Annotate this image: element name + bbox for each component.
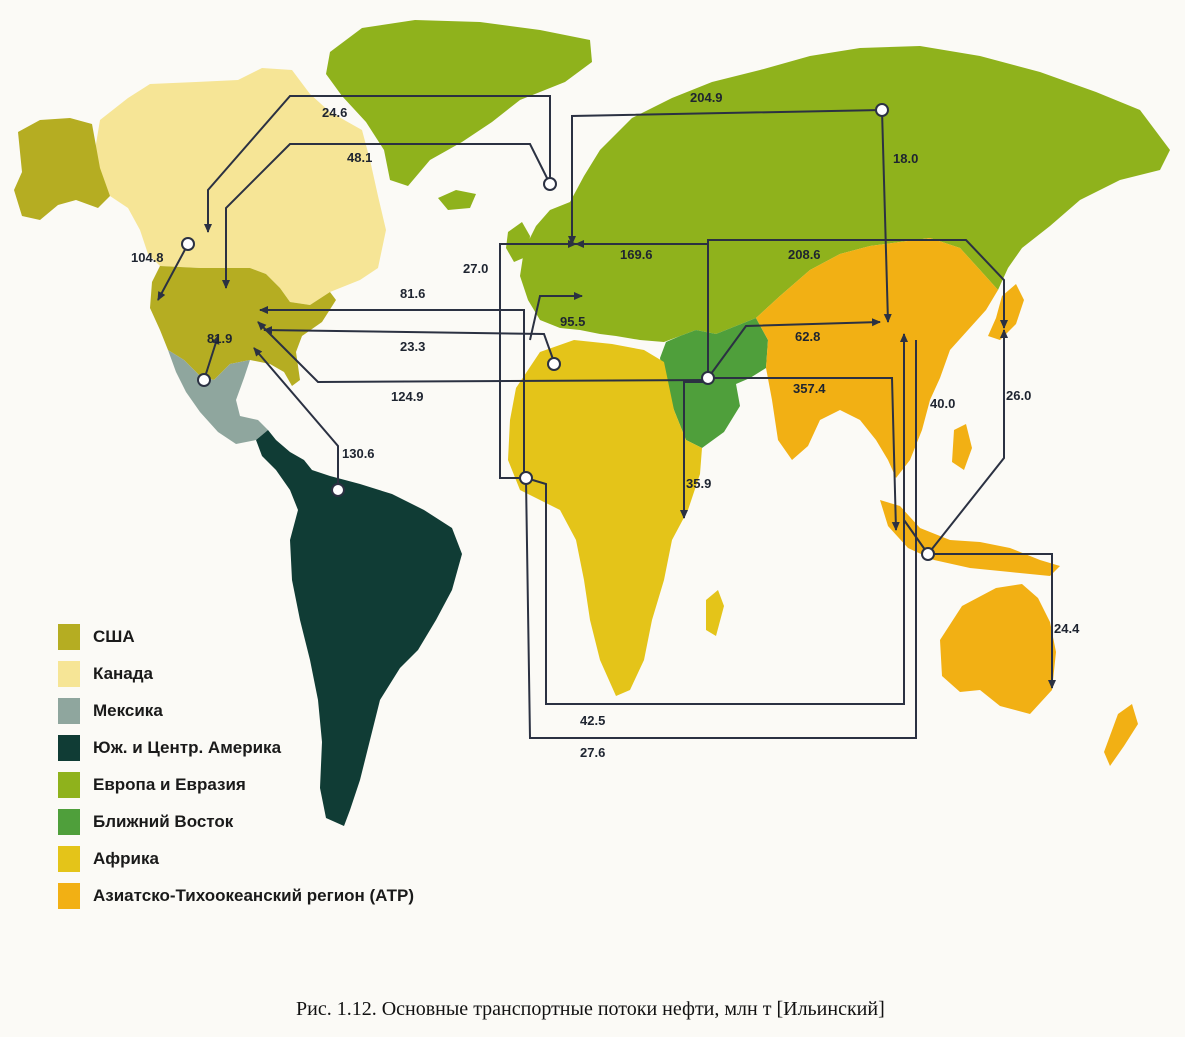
flow-route-95-5 xyxy=(529,292,583,341)
region-iceland xyxy=(438,190,476,210)
flow-label: 204.9 xyxy=(690,90,723,105)
flow-route-81-9 xyxy=(203,335,220,381)
region-alaska xyxy=(14,118,110,220)
flow-label: 27.6 xyxy=(580,745,605,760)
region-asia-pacific xyxy=(756,238,998,478)
source-node-middle-east xyxy=(701,371,715,385)
flow-label: 24.6 xyxy=(322,105,347,120)
flow-label: 62.8 xyxy=(795,329,820,344)
region-japan xyxy=(988,284,1024,340)
map-legend: США Канада Мексика Юж. и Центр. Америка Евро… xyxy=(58,618,518,914)
region-australia xyxy=(940,584,1056,714)
region-madagascar xyxy=(706,590,724,636)
legend-swatch xyxy=(58,882,80,909)
flow-label: 48.1 xyxy=(347,150,372,165)
source-node-russia xyxy=(875,103,889,117)
figure-caption: Рис. 1.12. Основные транспортные потоки … xyxy=(296,998,885,1020)
legend-swatch xyxy=(58,660,80,687)
source-node-southeast-asia xyxy=(921,547,935,561)
legend-item: Африка xyxy=(58,840,518,877)
flow-label: 95.5 xyxy=(560,314,585,329)
region-mexico xyxy=(168,350,268,444)
flow-route-18-0 xyxy=(881,109,892,323)
flow-label: 124.9 xyxy=(391,389,424,404)
legend-label: Азиатско-Тихоокеанский регион (АТР) xyxy=(93,885,414,905)
flow-route-62-8 xyxy=(707,318,881,379)
flow-route-27-0 xyxy=(499,240,577,479)
source-node-west-africa xyxy=(519,471,533,485)
legend-label: Ближний Восток xyxy=(93,811,234,831)
region-southeast-asia-islands xyxy=(880,500,1060,576)
flow-label: 357.4 xyxy=(793,381,826,396)
legend-label: Африка xyxy=(93,848,159,868)
flow-label: 208.6 xyxy=(788,247,821,262)
flow-route-48-1 xyxy=(222,143,551,289)
legend-label: США xyxy=(93,626,135,646)
flow-label: 169.6 xyxy=(620,247,653,262)
legend-swatch xyxy=(58,771,80,798)
region-middle-east xyxy=(660,318,768,448)
flow-route-104-8 xyxy=(157,243,189,301)
flow-label: 104.8 xyxy=(131,250,164,265)
flow-label: 26.0 xyxy=(1006,388,1031,403)
flow-route-208-6 xyxy=(707,239,1008,378)
source-node-south-america xyxy=(331,483,345,497)
region-europe-eurasia xyxy=(520,46,1170,342)
region-philippines xyxy=(952,424,972,470)
flow-label: 24.4 xyxy=(1054,621,1080,636)
legend-label: Европа и Евразия xyxy=(93,774,246,794)
flow-route-26-0 xyxy=(927,329,1008,555)
region-usa xyxy=(150,266,336,386)
flow-label: 130.6 xyxy=(342,446,375,461)
flow-label: 81.6 xyxy=(400,286,425,301)
flow-route-130-6 xyxy=(253,347,339,490)
region-canada xyxy=(92,68,386,305)
flow-label: 40.0 xyxy=(930,396,955,411)
legend-item: Канада xyxy=(58,655,518,692)
flow-route-35-9 xyxy=(680,381,706,519)
region-south-central-america xyxy=(256,430,462,826)
legend-item: Азиатско-Тихоокеанский регион (АТР) xyxy=(58,877,518,914)
legend-swatch xyxy=(58,734,80,761)
legend-item: Мексика xyxy=(58,692,518,729)
source-node-north-africa xyxy=(547,357,561,371)
flow-route-27-6 xyxy=(525,340,917,739)
legend-item: Юж. и Центр. Америка xyxy=(58,729,518,766)
flow-label: 81.9 xyxy=(207,331,232,346)
flow-route-42-5 xyxy=(525,340,905,705)
legend-item: Европа и Евразия xyxy=(58,766,518,803)
flow-route-23-3 xyxy=(263,326,555,363)
legend-swatch xyxy=(58,623,80,650)
flow-route-24-6 xyxy=(204,95,551,233)
flow-label: 18.0 xyxy=(893,151,918,166)
source-node-mexico xyxy=(197,373,211,387)
region-africa xyxy=(508,340,702,696)
legend-swatch xyxy=(58,697,80,724)
legend-swatch xyxy=(58,845,80,872)
flow-route-24-4 xyxy=(928,553,1056,689)
legend-label: Мексика xyxy=(93,700,163,720)
source-node-canada-east xyxy=(543,177,557,191)
legend-label: Юж. и Центр. Америка xyxy=(93,737,282,757)
flow-route-124-9 xyxy=(257,321,709,384)
flow-label: 42.5 xyxy=(580,713,605,728)
flow-label: 23.3 xyxy=(400,339,425,354)
flow-route-357-4 xyxy=(708,377,900,531)
legend-swatch xyxy=(58,808,80,835)
legend-label: Канада xyxy=(93,663,154,683)
legend-item: США xyxy=(58,618,518,655)
region-new-zealand xyxy=(1104,704,1138,766)
region-britain xyxy=(506,222,530,262)
flow-route-81-6 xyxy=(259,306,525,478)
flow-route-204-9 xyxy=(568,109,883,245)
flow-label: 35.9 xyxy=(686,476,711,491)
source-node-canada-west xyxy=(181,237,195,251)
flow-label: 27.0 xyxy=(463,261,488,276)
legend-item: Ближний Восток xyxy=(58,803,518,840)
